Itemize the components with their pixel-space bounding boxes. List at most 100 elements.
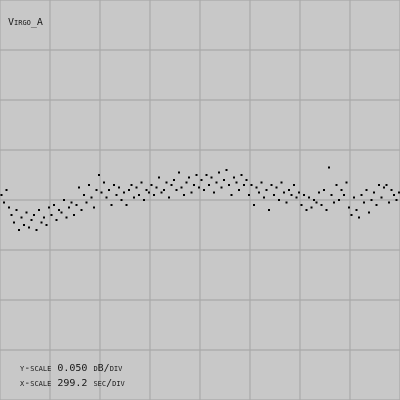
point	[290, 194, 293, 196]
point	[340, 189, 343, 191]
point	[5, 189, 8, 191]
point	[365, 189, 368, 191]
point	[170, 184, 173, 186]
point	[243, 184, 245, 186]
point	[45, 224, 48, 226]
point	[198, 186, 200, 189]
point	[158, 176, 160, 179]
point	[233, 176, 235, 179]
point	[285, 201, 288, 204]
point	[150, 184, 153, 186]
point	[178, 171, 180, 174]
point	[135, 186, 138, 189]
point	[93, 206, 95, 209]
point	[360, 194, 363, 196]
point	[225, 169, 228, 171]
point	[88, 184, 90, 186]
point	[368, 211, 370, 214]
point	[328, 166, 330, 169]
point	[278, 199, 280, 201]
point	[50, 214, 53, 216]
point	[253, 204, 255, 206]
point	[65, 216, 68, 219]
point	[270, 184, 273, 186]
point	[60, 211, 63, 214]
point	[200, 179, 203, 181]
point	[305, 209, 308, 211]
point	[313, 199, 315, 201]
point	[283, 191, 285, 194]
point	[190, 191, 193, 194]
point	[245, 179, 248, 181]
point	[325, 209, 328, 211]
point	[380, 196, 383, 199]
point	[118, 186, 120, 189]
point	[25, 211, 28, 214]
point	[378, 184, 380, 186]
point	[90, 196, 93, 199]
point	[318, 191, 320, 194]
point	[298, 191, 300, 194]
point	[358, 216, 360, 219]
point	[35, 229, 38, 231]
points	[0, 166, 400, 231]
point	[393, 194, 395, 196]
point	[10, 214, 13, 216]
point	[58, 209, 60, 211]
point	[75, 204, 78, 206]
point	[110, 204, 113, 206]
point	[20, 216, 23, 219]
point	[185, 181, 188, 184]
point	[155, 186, 158, 189]
point	[228, 184, 230, 186]
point	[38, 209, 40, 211]
point	[175, 189, 178, 191]
point	[13, 221, 15, 224]
point	[265, 189, 268, 191]
point	[18, 229, 20, 231]
point	[213, 191, 215, 194]
point	[133, 196, 135, 199]
point	[138, 194, 140, 196]
point	[183, 194, 185, 196]
point	[33, 214, 35, 216]
point	[160, 191, 163, 194]
point	[385, 184, 388, 186]
annotation: x-scale 299.2 sec/div	[20, 378, 126, 389]
point	[108, 189, 110, 191]
point	[363, 201, 365, 204]
point	[203, 189, 205, 191]
point	[80, 209, 83, 211]
point	[3, 201, 5, 204]
point	[308, 196, 310, 199]
point	[250, 184, 253, 186]
point	[373, 191, 375, 194]
point	[103, 181, 105, 184]
point	[98, 174, 100, 176]
point	[180, 186, 183, 189]
point	[140, 181, 143, 184]
point	[280, 181, 283, 184]
point	[240, 174, 243, 176]
point	[130, 184, 133, 186]
point	[388, 201, 390, 204]
point	[205, 174, 208, 176]
point	[215, 181, 218, 184]
point	[43, 216, 45, 219]
point	[48, 206, 50, 209]
point	[23, 224, 25, 226]
point	[248, 194, 250, 196]
point	[333, 201, 335, 204]
point	[193, 184, 195, 186]
point	[15, 209, 18, 211]
point	[235, 181, 238, 184]
point	[218, 171, 220, 174]
point	[398, 191, 400, 194]
point	[345, 181, 348, 184]
point	[293, 184, 295, 186]
point	[230, 194, 233, 196]
point	[315, 201, 318, 204]
point	[100, 191, 103, 194]
